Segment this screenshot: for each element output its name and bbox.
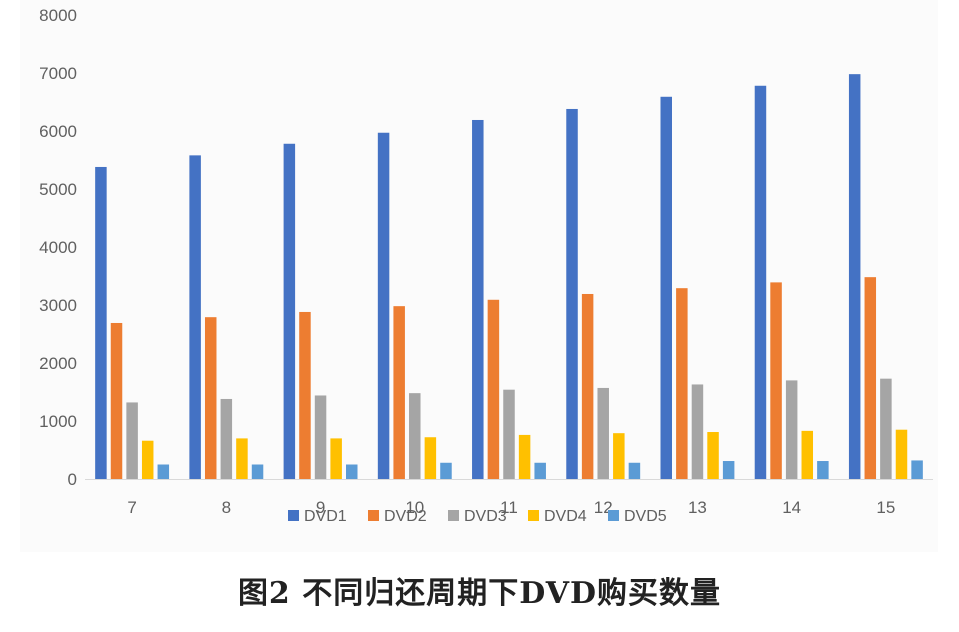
bar-dvd4-8 [236,438,248,479]
bar-dvd3-14 [785,380,798,479]
legend-swatch-dvd3 [448,510,459,521]
bar-dvd3-11 [503,389,515,479]
bar-dvd4-13 [707,432,719,479]
bar-dvd4-14 [801,430,814,479]
x-tick-label: 9 [316,498,325,517]
legend-swatch-dvd5 [608,510,619,521]
bar-dvd3-10 [409,393,421,479]
bar-dvd5-11 [534,462,546,479]
x-tick-label: 11 [500,498,518,517]
bar-dvd3-13 [691,384,704,479]
figure-caption: 图2 不同归还周期下DVD购买数量 [237,576,722,611]
x-tick-label: 10 [405,498,424,517]
x-tick-label: 7 [127,498,136,517]
x-tick-label: 8 [222,498,231,517]
bar-dvd4-12 [613,433,625,479]
x-tick-label: 12 [594,498,613,517]
bar-dvd5-15 [911,460,923,479]
bar-dvd2-14 [770,282,782,479]
bar-dvd2-11 [487,299,500,479]
y-tick-label: 4000 [39,238,77,257]
chart-area: 0 1000 2000 3000 4000 5000 6000 7000 8000 7 8 9 10 1… [20,0,938,552]
legend-label-dvd2: DVD2 [384,508,427,525]
bar-dvd1-10 [377,132,390,480]
bar-dvd2-10 [393,306,405,479]
bar-dvd4-10 [424,437,437,479]
legend-label-dvd5: DVD5 [624,508,667,525]
legend-swatch-dvd2 [368,510,379,521]
bar-dvd2-15 [864,277,877,479]
bar-dvd2-12 [581,293,594,479]
bar-dvd3-7 [126,402,138,479]
bar-dvd1-14 [754,85,767,479]
bar-dvd5-12 [628,462,641,479]
bar-dvd4-9 [330,438,342,479]
bars [95,74,923,480]
bar-dvd1-13 [660,96,672,479]
x-tick-label: 13 [688,498,707,517]
bar-dvd5-9 [346,464,358,479]
bar-dvd5-8 [251,464,264,479]
bar-dvd1-11 [472,119,484,479]
y-tick-label: 2000 [39,354,77,373]
legend-swatch-dvd1 [288,510,299,521]
bar-dvd5-10 [440,462,452,479]
legend-label-dvd1: DVD1 [304,508,347,525]
legend-swatch-dvd4 [528,510,539,521]
bar-dvd3-8 [220,398,233,479]
bar-dvd2-8 [204,317,217,479]
bar-dvd3-12 [597,387,609,479]
bar-dvd2-7 [110,322,123,479]
bar-dvd2-13 [676,288,688,479]
y-tick-label: 1000 [39,412,77,431]
y-tick-label: 3000 [39,296,77,315]
bar-dvd5-7 [157,464,170,479]
bar-dvd2-9 [299,311,311,479]
x-tick-label: 14 [782,498,801,517]
y-tick-label: 6000 [39,122,77,141]
bar-dvd3-15 [880,378,892,479]
legend-label-dvd3: DVD3 [464,508,507,525]
bar-dvd5-14 [817,461,829,479]
bar-dvd1-15 [848,74,861,479]
bar-dvd4-11 [518,434,531,479]
x-tick-label: 15 [876,498,895,517]
bar-dvd5-13 [722,461,735,479]
bar-dvd1-7 [95,166,107,479]
x-axis-tick-labels: 7 8 9 10 11 12 13 14 15 [127,498,895,517]
legend-label-dvd4: DVD4 [544,508,587,525]
bar-dvd1-8 [189,155,201,480]
y-tick-label: 8000 [39,6,77,25]
y-tick-label: 7000 [39,64,77,83]
bar-dvd4-7 [141,440,154,479]
y-tick-label: 0 [68,470,77,489]
bar-dvd1-12 [566,108,578,480]
bar-dvd1-9 [283,143,296,479]
legend: DVD1 DVD2 DVD3 DVD4 DVD5 [288,508,667,525]
y-tick-label: 5000 [39,180,77,199]
bar-dvd4-15 [895,429,908,479]
bar-dvd3-9 [314,395,327,479]
bar-chart: 0 1000 2000 3000 4000 5000 6000 7000 8000 7 8 9 10 1… [39,6,933,525]
y-axis-tick-labels: 0 1000 2000 3000 4000 5000 6000 7000 8000 [39,6,77,489]
